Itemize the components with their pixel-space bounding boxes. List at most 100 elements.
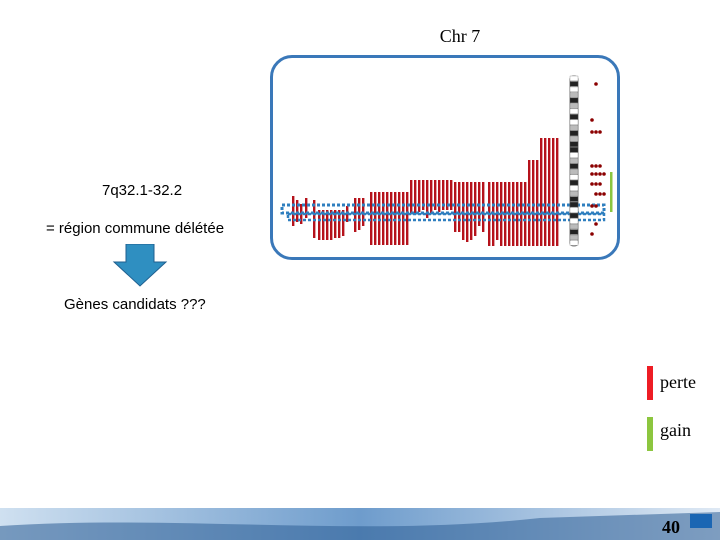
- loss-bar: [442, 180, 445, 210]
- chromosome-band: [569, 218, 579, 224]
- loss-bar: [548, 138, 551, 246]
- loss-bar: [454, 182, 457, 232]
- down-arrow-icon: [112, 244, 168, 287]
- loss-dot: [590, 118, 594, 122]
- chromosome-band: [569, 136, 579, 142]
- loss-dot: [594, 82, 598, 86]
- chromosome-band: [569, 86, 579, 93]
- loss-bar: [450, 180, 453, 210]
- chromosome-band: [569, 191, 579, 197]
- loss-bar: [305, 198, 308, 218]
- gain-bar: [610, 172, 613, 212]
- common-region-box: [286, 212, 606, 222]
- loss-dot: [598, 130, 602, 134]
- loss-bar: [482, 182, 485, 232]
- loss-bar: [342, 210, 345, 236]
- chromosome-band: [569, 125, 579, 131]
- chromosome-band: [569, 207, 579, 213]
- loss-dot: [594, 182, 598, 186]
- loss-bar: [458, 182, 461, 232]
- loss-bar: [394, 192, 397, 245]
- chromosome-band: [569, 169, 579, 175]
- loss-bar: [410, 180, 413, 214]
- chromosome-band: [569, 119, 579, 125]
- chromosome-band: [569, 223, 579, 230]
- chromosome-band: [569, 174, 579, 180]
- chromosome-band: [569, 180, 579, 186]
- loss-bar: [402, 192, 405, 245]
- loss-bar: [296, 200, 299, 222]
- chromosome-band: [569, 97, 579, 103]
- loss-bar: [426, 180, 429, 218]
- loss-bar: [528, 160, 531, 246]
- loss-bar: [552, 138, 555, 246]
- chromosome-band: [569, 114, 579, 120]
- loss-dot: [598, 172, 602, 176]
- loss-bar: [462, 182, 465, 240]
- chromosome-band: [569, 75, 579, 82]
- loss-bar: [470, 182, 473, 240]
- loss-bar: [544, 138, 547, 246]
- footer-band: [0, 508, 720, 540]
- loss-dot: [598, 192, 602, 196]
- loss-bar: [338, 210, 341, 238]
- loss-bar: [318, 210, 321, 240]
- chromosome-band: [569, 163, 579, 169]
- loss-legend-swatch: [647, 366, 653, 400]
- loss-bar: [326, 210, 329, 240]
- page-number: 40: [662, 517, 680, 537]
- region-label: 7q32.1-32.2: [102, 182, 183, 199]
- chromosome-band: [569, 229, 579, 235]
- loss-bar: [418, 180, 421, 212]
- loss-dot: [594, 164, 598, 168]
- loss-bar: [322, 210, 325, 240]
- loss-dot: [594, 172, 598, 176]
- loss-legend-label: perte: [660, 372, 696, 392]
- chromosome-band: [569, 130, 579, 136]
- loss-bar: [406, 192, 409, 245]
- loss-bar: [556, 138, 559, 246]
- loss-bar: [434, 180, 437, 210]
- loss-dot: [594, 204, 598, 208]
- loss-bar: [398, 192, 401, 245]
- loss-dot: [602, 192, 606, 196]
- candidate-genes: Gènes candidats ???: [64, 296, 206, 313]
- chromosome-band: [569, 108, 579, 114]
- loss-bar: [390, 192, 393, 245]
- chromosome-band: [569, 212, 579, 219]
- loss-dot: [590, 204, 594, 208]
- loss-dot: [594, 222, 598, 226]
- chromosome-band: [569, 81, 579, 87]
- loss-dot: [598, 182, 602, 186]
- chromosome-band: [569, 103, 579, 109]
- loss-dot: [594, 192, 598, 196]
- chromosome-band: [569, 196, 579, 202]
- loss-bar: [374, 192, 377, 245]
- loss-dot: [590, 130, 594, 134]
- chromosome-band: [569, 158, 579, 164]
- slide-title: Chr 7: [439, 26, 481, 46]
- loss-bar: [446, 180, 449, 210]
- loss-dot: [594, 130, 598, 134]
- loss-bar: [536, 160, 539, 246]
- loss-bar: [430, 180, 433, 214]
- loss-bar: [438, 180, 441, 212]
- loss-bar: [382, 192, 385, 245]
- chromosome-band: [569, 152, 579, 158]
- loss-bar: [334, 210, 337, 238]
- chromosome-band: [569, 141, 579, 147]
- loss-bar: [414, 180, 417, 214]
- gain-legend-label: gain: [660, 420, 691, 440]
- gain-legend-swatch: [647, 417, 653, 451]
- loss-bar: [386, 192, 389, 245]
- loss-dot: [602, 172, 606, 176]
- chromosome-band: [569, 201, 579, 208]
- chromosome-band: [569, 234, 579, 241]
- loss-bar: [540, 138, 543, 246]
- chromosome-band: [569, 185, 579, 191]
- loss-dot: [598, 164, 602, 168]
- loss-bar: [370, 192, 373, 245]
- loss-bar: [532, 160, 535, 246]
- loss-bar: [330, 210, 333, 240]
